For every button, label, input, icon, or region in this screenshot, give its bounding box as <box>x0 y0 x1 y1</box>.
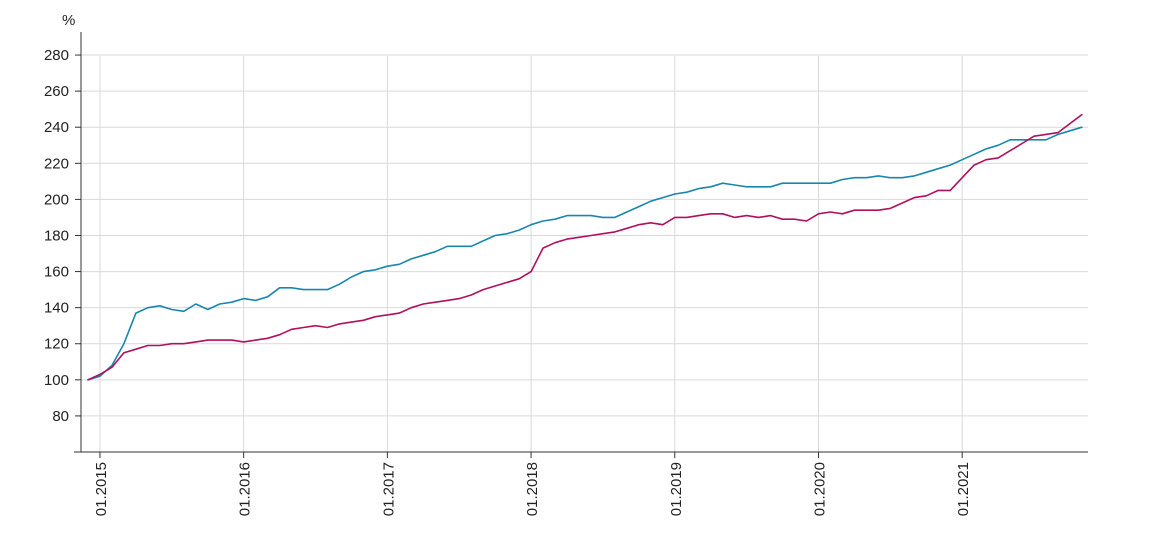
y-axis-unit-label: % <box>62 12 75 29</box>
x-tick-label: 01.2016 <box>237 462 254 516</box>
series <box>87 113 1083 381</box>
y-tick-label: 240 <box>44 119 69 136</box>
y-tick-label: 220 <box>44 155 69 172</box>
y-tick-label: 260 <box>44 83 69 100</box>
x-axis-ticks: 01.2015 01.2016 01.2017 01.2018 01.2019 01.20… <box>93 452 972 516</box>
x-tick-label: 01.2018 <box>524 462 541 516</box>
axes: % <box>62 12 1088 453</box>
y-tick-label: 280 <box>44 47 69 64</box>
y-tick-label: 180 <box>44 227 69 244</box>
y-tick-label: 200 <box>44 191 69 208</box>
y-axis-ticks: 80 100 120 140 160 180 200 220 240 260 280 <box>44 47 81 425</box>
series-line-1 <box>87 126 1083 381</box>
series-line-2 <box>87 113 1083 381</box>
x-tick-label: 01.2015 <box>93 462 110 516</box>
y-tick-label: 80 <box>52 408 69 425</box>
grid <box>81 54 1088 452</box>
x-tick-label: 01.2019 <box>668 462 685 516</box>
x-tick-label: 01.2021 <box>955 462 972 516</box>
y-tick-label: 120 <box>44 336 69 353</box>
y-tick-label: 100 <box>44 372 69 389</box>
y-tick-label: 160 <box>44 264 69 281</box>
y-tick-label: 140 <box>44 300 69 317</box>
x-tick-label: 01.2020 <box>811 462 828 516</box>
x-tick-label: 01.2017 <box>380 462 397 516</box>
